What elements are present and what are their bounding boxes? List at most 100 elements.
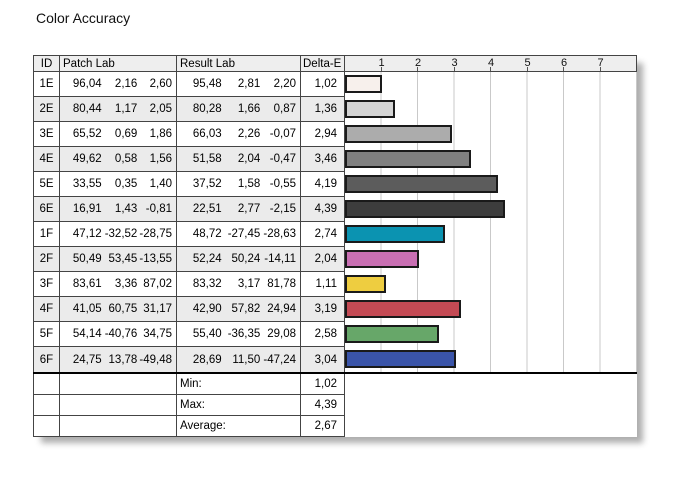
- table-row: 2F 50,49 53,45 -13,55 52,24 50,24 -14,11 2,0…: [33, 247, 637, 272]
- result-lab-values: 22,51 2,77 -2,15: [177, 197, 301, 222]
- patch-lab-values: 65,52 0,69 1,86: [60, 122, 177, 147]
- patch-id: 2F: [33, 247, 60, 272]
- summary-empty-id: [33, 374, 60, 395]
- delta-e-bar: [345, 300, 462, 318]
- patch-lab-values: 16,91 1,43 -0,81: [60, 197, 177, 222]
- summary-label: Average:: [177, 416, 301, 437]
- delta-e-bar: [345, 100, 395, 118]
- summary-row: Min: 1,02: [33, 374, 637, 395]
- delta-e-bar: [345, 325, 440, 343]
- table-header-row: ID Patch Lab Result Lab Delta-E 1 2 3 4 5 6 7: [33, 55, 637, 72]
- table-row: 6E 16,91 1,43 -0,81 22,51 2,77 -2,15 4,39: [33, 197, 637, 222]
- patch-lab-values: 33,55 0,35 1,40: [60, 172, 177, 197]
- patch-lab-values: 54,14 -40,76 34,75: [60, 322, 177, 347]
- chart-row: [345, 247, 637, 272]
- chart-row: [345, 322, 637, 347]
- summary-label: Min:: [177, 374, 301, 395]
- header-cell-id: ID: [33, 55, 60, 72]
- patch-id: 3F: [33, 272, 60, 297]
- table-row: 5F 54,14 -40,76 34,75 55,40 -36,35 29,08 2,5…: [33, 322, 637, 347]
- axis-tick-label: 1: [378, 57, 385, 69]
- patch-id: 3E: [33, 122, 60, 147]
- chart-row: [345, 222, 637, 247]
- table-row: 1E 96,04 2,16 2,60 95,48 2,81 2,20 1,02: [33, 72, 637, 97]
- result-lab-values: 37,52 1,58 -0,55: [177, 172, 301, 197]
- summary-rows: Min: 1,02 Max: 4,39 Average: 2,67: [33, 374, 637, 437]
- axis-tick-mark: [490, 67, 491, 71]
- delta-e-value: 2,58: [301, 322, 345, 347]
- delta-e-bar: [345, 125, 453, 143]
- result-lab-values: 83,32 3,17 81,78: [177, 272, 301, 297]
- delta-e-value: 1,36: [301, 97, 345, 122]
- patch-id: 2E: [33, 97, 60, 122]
- delta-e-bar: [345, 250, 420, 268]
- result-lab-values: 48,72 -27,45 -28,63: [177, 222, 301, 247]
- summary-empty-id: [33, 416, 60, 437]
- table-row: 5E 33,55 0,35 1,40 37,52 1,58 -0,55 4,19: [33, 172, 637, 197]
- chart-row: [345, 172, 637, 197]
- summary-value: 2,67: [301, 416, 345, 437]
- result-lab-values: 66,03 2,26 -0,07: [177, 122, 301, 147]
- patch-lab-values: 49,62 0,58 1,56: [60, 147, 177, 172]
- delta-e-bar: [345, 225, 445, 243]
- patch-lab-values: 41,05 60,75 31,17: [60, 297, 177, 322]
- patch-id: 6F: [33, 347, 60, 372]
- summary-value: 1,02: [301, 374, 345, 395]
- summary-empty-patch: [60, 374, 177, 395]
- header-cell-delta-e: Delta-E: [301, 55, 345, 72]
- chart-row: [345, 347, 637, 372]
- delta-e-value: 4,39: [301, 197, 345, 222]
- delta-e-value: 3,46: [301, 147, 345, 172]
- patch-lab-values: 50,49 53,45 -13,55: [60, 247, 177, 272]
- summary-empty-patch: [60, 395, 177, 416]
- axis-tick-label: 7: [597, 57, 604, 69]
- result-lab-values: 52,24 50,24 -14,11: [177, 247, 301, 272]
- summary-value: 4,39: [301, 395, 345, 416]
- table-row: 2E 80,44 1,17 2,05 80,28 1,66 0,87 1,36: [33, 97, 637, 122]
- axis-tick-label: 3: [451, 57, 458, 69]
- chart-row: [345, 197, 637, 222]
- table-row: 6F 24,75 13,78 -49,48 28,69 11,50 -47,24 3,0…: [33, 347, 637, 372]
- delta-e-bar: [345, 175, 498, 193]
- result-lab-values: 28,69 11,50 -47,24: [177, 347, 301, 372]
- result-lab-values: 51,58 2,04 -0,47: [177, 147, 301, 172]
- result-lab-values: 42,90 57,82 24,94: [177, 297, 301, 322]
- chart-row: [345, 97, 637, 122]
- patch-lab-values: 47,12 -32,52 -28,75: [60, 222, 177, 247]
- delta-e-bar: [345, 200, 506, 218]
- patch-lab-values: 83,61 3,36 87,02: [60, 272, 177, 297]
- axis-tick-mark: [599, 67, 601, 71]
- table-row: 4F 41,05 60,75 31,17 42,90 57,82 24,94 3,19: [33, 297, 637, 322]
- chart-row: [345, 147, 637, 172]
- summary-row: Average: 2,67: [33, 416, 637, 437]
- chart-row: [345, 72, 637, 97]
- chart-blank-area: [345, 374, 637, 395]
- axis-tick-mark: [453, 67, 455, 71]
- patch-id: 5F: [33, 322, 60, 347]
- patch-id: 4F: [33, 297, 60, 322]
- delta-e-value: 1,11: [301, 272, 345, 297]
- chart-blank-area: [345, 395, 637, 416]
- axis-tick-label: 4: [487, 57, 495, 69]
- delta-e-value: 2,04: [301, 247, 345, 272]
- patch-lab-values: 24,75 13,78 -49,48: [60, 347, 177, 372]
- axis-tick-label: 2: [414, 57, 422, 69]
- patch-id: 1E: [33, 72, 60, 97]
- result-lab-values: 95,48 2,81 2,20: [177, 72, 301, 97]
- header-cell-patch-lab: Patch Lab: [60, 55, 177, 72]
- axis-tick-mark: [563, 67, 564, 71]
- result-lab-values: 55,40 -36,35 29,08: [177, 322, 301, 347]
- chart-baseline: [33, 372, 637, 374]
- delta-e-bar: [345, 275, 386, 293]
- delta-e-bar: [345, 350, 456, 368]
- summary-label: Max:: [177, 395, 301, 416]
- delta-e-value: 2,74: [301, 222, 345, 247]
- patch-lab-values: 96,04 2,16 2,60: [60, 72, 177, 97]
- table-row: 1F 47,12 -32,52 -28,75 48,72 -27,45 -28,63 2…: [33, 222, 637, 247]
- summary-row: Max: 4,39: [33, 395, 637, 416]
- chart-row: [345, 272, 637, 297]
- delta-e-value: 3,04: [301, 347, 345, 372]
- table-row: 3E 65,52 0,69 1,86 66,03 2,26 -0,07 2,94: [33, 122, 637, 147]
- delta-e-value: 2,94: [301, 122, 345, 147]
